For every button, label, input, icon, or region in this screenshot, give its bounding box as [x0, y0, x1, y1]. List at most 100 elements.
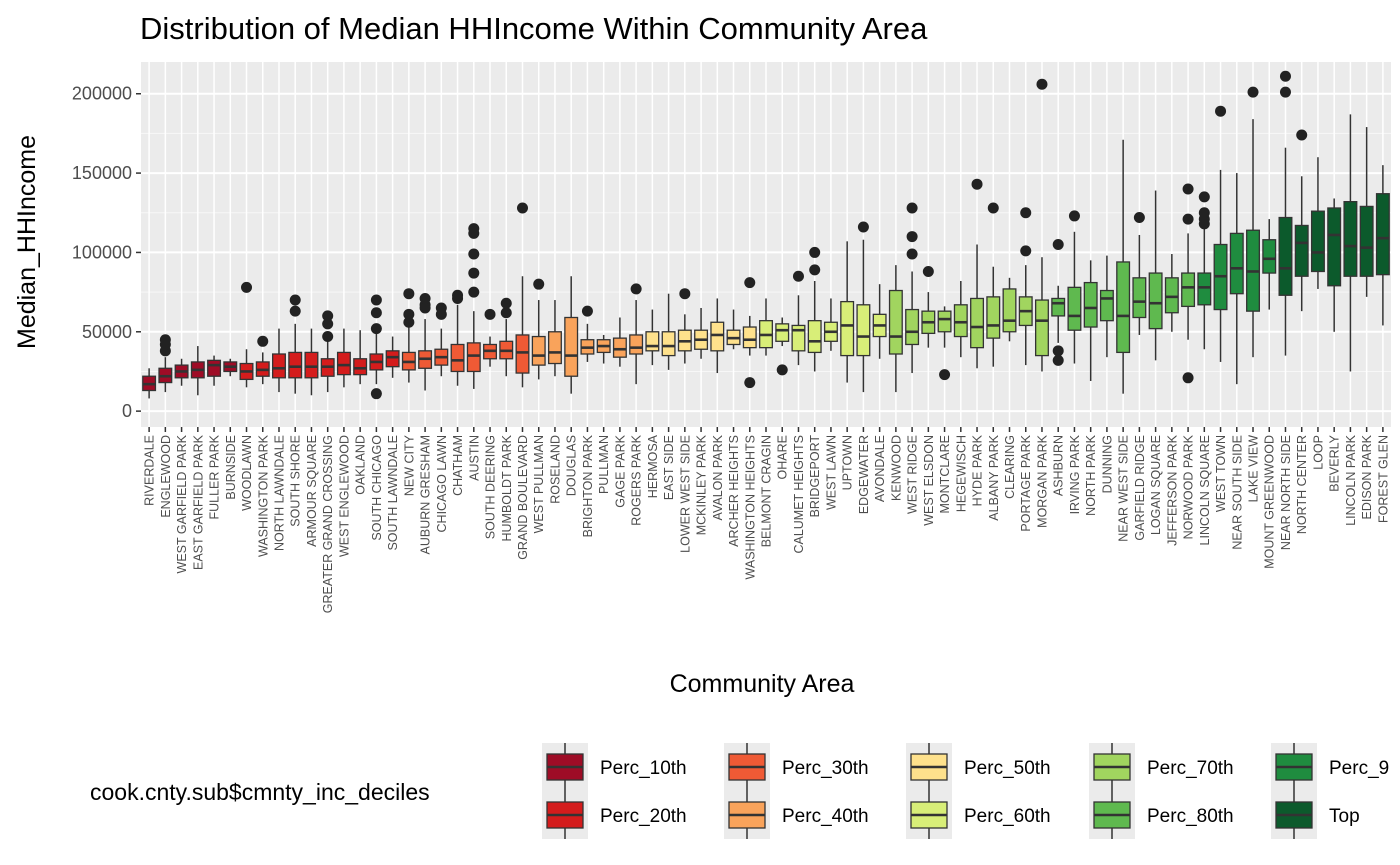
x-tick-label: RIVERDALE — [143, 435, 157, 506]
iqr-box — [1197, 272, 1212, 306]
outlier-point — [159, 334, 171, 346]
box-hyde-park — [970, 178, 985, 369]
outlier-point — [322, 331, 334, 343]
x-tick-label: WEST GARFIELD PARK — [175, 434, 189, 573]
box-oakland — [353, 330, 368, 385]
box-englewood — [158, 334, 173, 393]
box-archer-heights — [726, 309, 741, 350]
x-tick-label: NEAR NORTH SIDE — [1279, 435, 1293, 550]
iqr-box — [1262, 239, 1277, 274]
outlier-point — [1296, 129, 1308, 141]
x-tick-label: MOUNT GREENWOOD — [1263, 435, 1277, 569]
box-austin — [466, 223, 481, 389]
box-west-ridge — [905, 202, 920, 374]
outlier-point — [939, 369, 951, 381]
outlier-point — [1052, 354, 1064, 366]
box-lower-west-side — [677, 288, 692, 364]
box-edison-park — [1359, 127, 1374, 297]
x-tick-label: LINCOLN SQUARE — [1198, 435, 1212, 545]
outlier-point — [533, 278, 545, 290]
iqr-box — [1164, 277, 1179, 314]
outlier-point — [1068, 210, 1080, 222]
outlier-point — [468, 267, 480, 279]
box-lincoln-park — [1343, 114, 1358, 372]
outlier-point — [257, 335, 269, 347]
outlier-point — [809, 264, 821, 276]
box-west-town — [1213, 105, 1228, 362]
x-tick-label: GAGE PARK — [613, 434, 627, 507]
outlier-point — [906, 202, 918, 214]
x-tick-label: SOUTH DEERING — [484, 435, 498, 539]
box-irving-park — [1067, 210, 1082, 364]
x-tick-label: MCKINLEY PARK — [695, 434, 709, 535]
outlier-point — [419, 292, 431, 304]
iqr-box — [629, 334, 644, 355]
box-avalon-park — [710, 298, 725, 374]
outlier-point — [1020, 207, 1032, 219]
x-tick-label: PULLMAN — [597, 435, 611, 494]
outlier-point — [1247, 86, 1259, 98]
x-tick-label: NORWOOD PARK — [1182, 434, 1196, 539]
box-douglas — [564, 276, 579, 394]
x-tick-label: EAST GARFIELD PARK — [191, 434, 205, 570]
iqr-box — [937, 310, 952, 333]
box-washington-heights — [742, 277, 757, 389]
x-tick-label: JEFFERSON PARK — [1165, 434, 1179, 546]
legend-item-top: Top — [1271, 791, 1360, 839]
box-albany-park — [986, 202, 1001, 367]
legend-item-p40: Perc_40th — [724, 791, 869, 839]
legend-label: Perc_50th — [964, 758, 1051, 779]
box-grand-boulevard — [515, 202, 530, 388]
box-norwood-park — [1181, 183, 1196, 384]
outlier-point — [1133, 212, 1145, 224]
iqr-box — [272, 353, 286, 379]
outlier-point — [1279, 86, 1291, 98]
x-tick-label: LOOP — [1311, 435, 1325, 470]
iqr-box — [1327, 207, 1342, 287]
box-chatham — [450, 289, 465, 386]
box-humboldt-park — [499, 297, 514, 377]
x-tick-label: ROGERS PARK — [630, 434, 644, 525]
outlier-point — [1182, 213, 1194, 225]
x-tick-label: BURNSIDE — [224, 435, 238, 500]
outlier-point — [679, 288, 691, 300]
outlier-point — [809, 246, 821, 258]
iqr-box — [1051, 297, 1066, 317]
iqr-box — [905, 308, 920, 346]
iqr-box — [1359, 205, 1374, 277]
outlier-point — [1279, 70, 1291, 82]
y-tick-label: 50000 — [82, 322, 132, 342]
outlier-point — [744, 377, 756, 389]
x-tick-label: PORTAGE PARK — [1019, 434, 1033, 531]
box-auburn-gresham — [418, 292, 433, 391]
legend-label: Perc_80th — [1147, 806, 1234, 827]
iqr-box — [466, 342, 481, 373]
x-tick-label: GRAND BOULEVARD — [516, 435, 530, 560]
iqr-box — [1034, 299, 1049, 357]
legend-item-p10: Perc_10th — [542, 743, 687, 791]
y-axis-title: Median_HHIncome — [13, 135, 41, 349]
x-tick-label: NORTH PARK — [1084, 434, 1098, 515]
outlier-point — [1198, 191, 1210, 203]
legend-item-p90: Perc_9 — [1271, 743, 1389, 791]
iqr-box — [336, 351, 351, 376]
y-axis: 0 50000 100000 150000 200000 — [72, 84, 141, 421]
box-rogers-park — [629, 283, 644, 385]
x-tick-label: SOUTH CHICAGO — [370, 435, 384, 541]
outlier-point — [370, 294, 382, 306]
box-near-west-side — [1116, 139, 1131, 394]
x-axis: RIVERDALE ENGLEWOOD WEST GARFIELD PARK EAST… — [143, 427, 1390, 613]
legend-label: Perc_70th — [1147, 758, 1234, 779]
legend-item-p50: Perc_50th — [906, 743, 1051, 791]
box-beverly — [1327, 198, 1342, 332]
box-chicago-lawn — [434, 302, 449, 377]
legend-label: Top — [1329, 806, 1360, 827]
x-tick-label: BRIGHTON PARK — [581, 434, 595, 537]
box-forest-glen — [1375, 165, 1390, 326]
x-tick-label: EDGEWATER — [857, 435, 871, 514]
box-hermosa — [645, 309, 660, 366]
legend-item-p70: Perc_70th — [1089, 743, 1234, 791]
iqr-box — [1067, 286, 1082, 331]
legend: cook.cnty.sub$cmnty_inc_deciles Perc_10t… — [90, 743, 1389, 839]
